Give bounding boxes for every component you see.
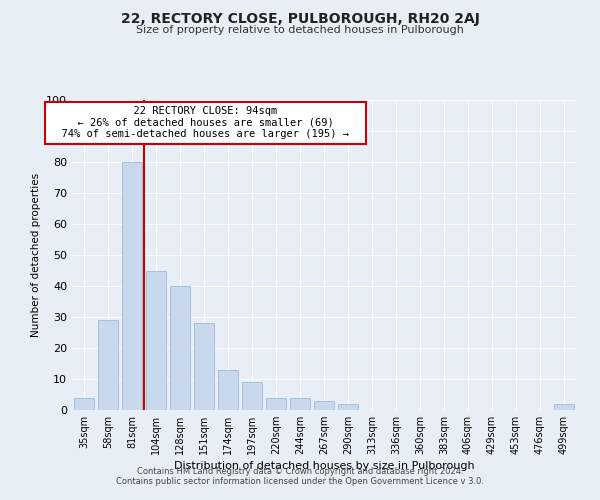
Text: Contains HM Land Registry data © Crown copyright and database right 2024.: Contains HM Land Registry data © Crown c… [137,467,463,476]
Bar [314,400,334,410]
Bar [194,323,214,410]
Bar [338,404,358,410]
Bar [266,398,286,410]
Text: Size of property relative to detached houses in Pulborough: Size of property relative to detached ho… [136,25,464,35]
Bar [98,320,118,410]
Bar [122,162,142,410]
Text: 22, RECTORY CLOSE, PULBOROUGH, RH20 2AJ: 22, RECTORY CLOSE, PULBOROUGH, RH20 2AJ [121,12,479,26]
Bar [170,286,190,410]
Text: Contains public sector information licensed under the Open Government Licence v : Contains public sector information licen… [116,477,484,486]
X-axis label: Distribution of detached houses by size in Pulborough: Distribution of detached houses by size … [173,461,475,471]
Bar [146,270,166,410]
Bar [74,398,94,410]
Text: 22 RECTORY CLOSE: 94sqm  
  ← 26% of detached houses are smaller (69)  
  74% of: 22 RECTORY CLOSE: 94sqm ← 26% of detache… [49,106,362,140]
Y-axis label: Number of detached properties: Number of detached properties [31,173,41,337]
Bar [290,398,310,410]
Bar [242,382,262,410]
Bar [554,404,574,410]
Bar [218,370,238,410]
